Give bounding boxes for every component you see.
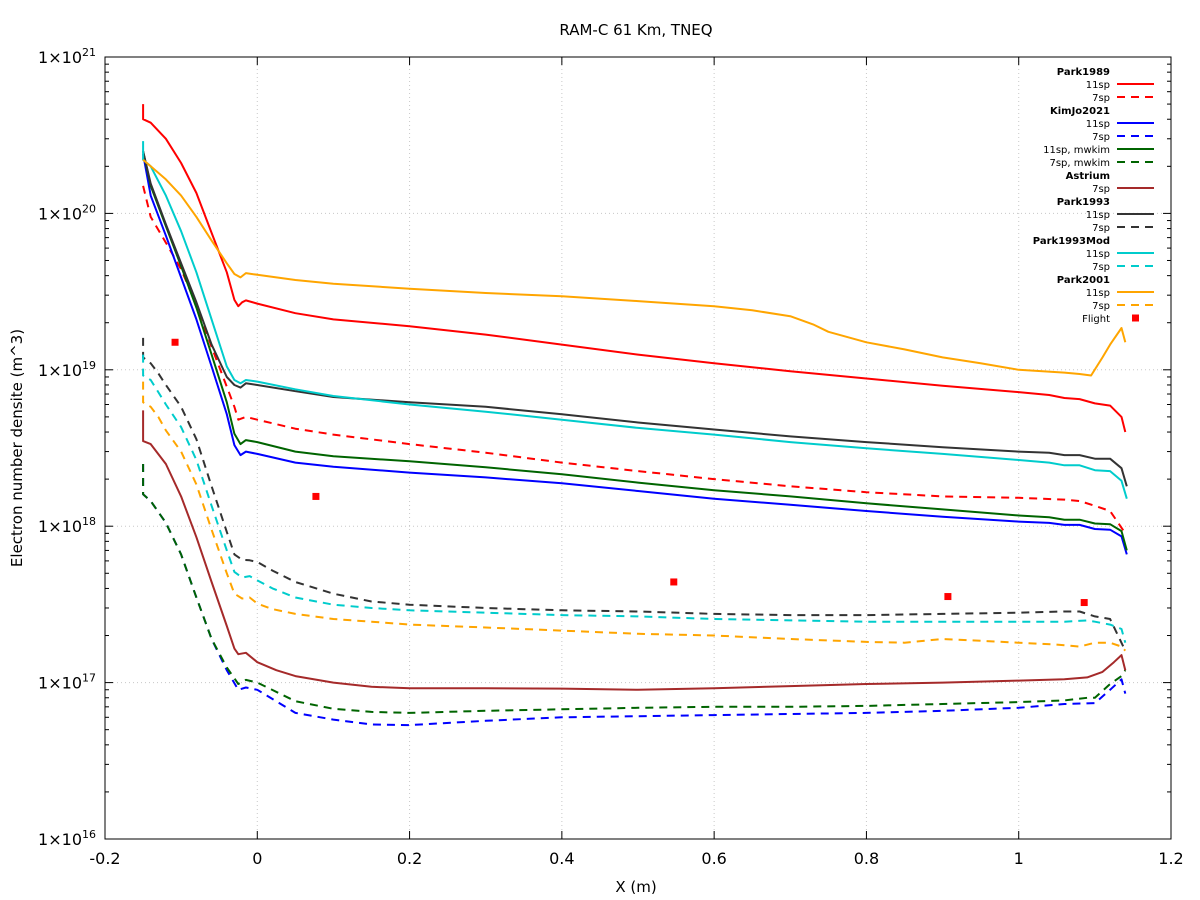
legend-entry-label: 11sp bbox=[1086, 80, 1110, 91]
legend-entry-label: 11sp bbox=[1086, 249, 1110, 260]
series-line-kimjo2021-7sp-mwkim bbox=[142, 464, 1127, 714]
series-line-park1993-11sp bbox=[142, 150, 1128, 487]
y-tick-label: 1×1021 bbox=[38, 46, 96, 67]
y-tick-label: 1×1017 bbox=[38, 672, 96, 693]
series-line-kimjo2021-7sp bbox=[142, 464, 1127, 727]
series-line-park2001-7sp bbox=[142, 381, 1127, 652]
legend-entry-label: 11sp bbox=[1086, 119, 1110, 130]
legend-header: Park1993 bbox=[1057, 197, 1110, 208]
x-axis-label: X (m) bbox=[615, 878, 656, 896]
y-tick-label: 1×1020 bbox=[38, 202, 96, 223]
legend-entry-label: 7sp bbox=[1092, 262, 1110, 273]
x-tick-label: 0.2 bbox=[397, 849, 422, 868]
x-tick-label: 0.4 bbox=[549, 849, 574, 868]
axes: -0.2 0 0.2 0.4 0.6 0.8 1 1.2 1×1016 1×1017 1×1018 1… bbox=[38, 46, 1184, 868]
series-line-kimjo2021-11sp-mwkim bbox=[142, 150, 1128, 551]
legend-swatch-flight bbox=[1132, 314, 1139, 322]
series-line-kimjo2021-11sp bbox=[142, 153, 1128, 555]
x-tick-label: 0.8 bbox=[854, 849, 879, 868]
flight-data-point bbox=[171, 338, 179, 346]
legend-entry-label: 7sp bbox=[1092, 223, 1110, 234]
flight-data-point bbox=[1080, 599, 1088, 607]
legend-entry-label: 7sp bbox=[1092, 93, 1110, 104]
series-line-park2001-11sp bbox=[142, 159, 1127, 377]
grid bbox=[105, 57, 1171, 839]
chart-title: RAM-C 61 Km, TNEQ bbox=[559, 21, 712, 39]
legend-entry-label: 7sp bbox=[1092, 184, 1110, 195]
legend-entry-label: 7sp, mwkim bbox=[1049, 158, 1110, 169]
series-line-park1989-11sp bbox=[142, 104, 1127, 433]
legend: Park1989 11sp 7sp KimJo2021 11sp 7sp 11sp, mwk… bbox=[1033, 67, 1154, 325]
plot-border bbox=[104, 56, 1172, 840]
legend-header: KimJo2021 bbox=[1050, 106, 1110, 117]
flight-data-point bbox=[312, 492, 320, 500]
flight-data-point bbox=[670, 578, 678, 586]
x-tick-label: 1 bbox=[1014, 849, 1024, 868]
flight-data-point bbox=[944, 593, 952, 601]
legend-entry-label: 11sp bbox=[1086, 210, 1110, 221]
legend-entry-label: 7sp bbox=[1092, 132, 1110, 143]
x-tick-label: 1.2 bbox=[1158, 849, 1183, 868]
legend-entry-label: Flight bbox=[1082, 314, 1110, 325]
legend-entry-label: 7sp bbox=[1092, 301, 1110, 312]
legend-entry-label: 11sp bbox=[1086, 288, 1110, 299]
y-tick-label: 1×1019 bbox=[38, 359, 96, 380]
series-group bbox=[142, 104, 1128, 727]
plot-area bbox=[105, 57, 1171, 839]
x-tick-label: 0.6 bbox=[701, 849, 726, 868]
series-line-astrium-7sp bbox=[142, 410, 1127, 691]
x-tick-label: 0 bbox=[252, 849, 262, 868]
legend-header: Astrium bbox=[1066, 171, 1110, 182]
series-line-park1993mod-7sp bbox=[142, 354, 1127, 643]
legend-header: Park1993Mod bbox=[1033, 236, 1110, 247]
y-tick-label: 1×1016 bbox=[38, 828, 96, 849]
legend-entry-label: 11sp, mwkim bbox=[1043, 145, 1110, 156]
legend-header: Park2001 bbox=[1057, 275, 1110, 286]
y-axis-label: Electron number densite (m^3) bbox=[8, 329, 26, 567]
plot-background bbox=[105, 57, 1171, 839]
legend-header: Park1989 bbox=[1057, 67, 1110, 78]
y-tick-label: 1×1018 bbox=[38, 515, 96, 536]
series-line-park1993mod-11sp bbox=[142, 141, 1128, 499]
x-tick-label: -0.2 bbox=[89, 849, 120, 868]
